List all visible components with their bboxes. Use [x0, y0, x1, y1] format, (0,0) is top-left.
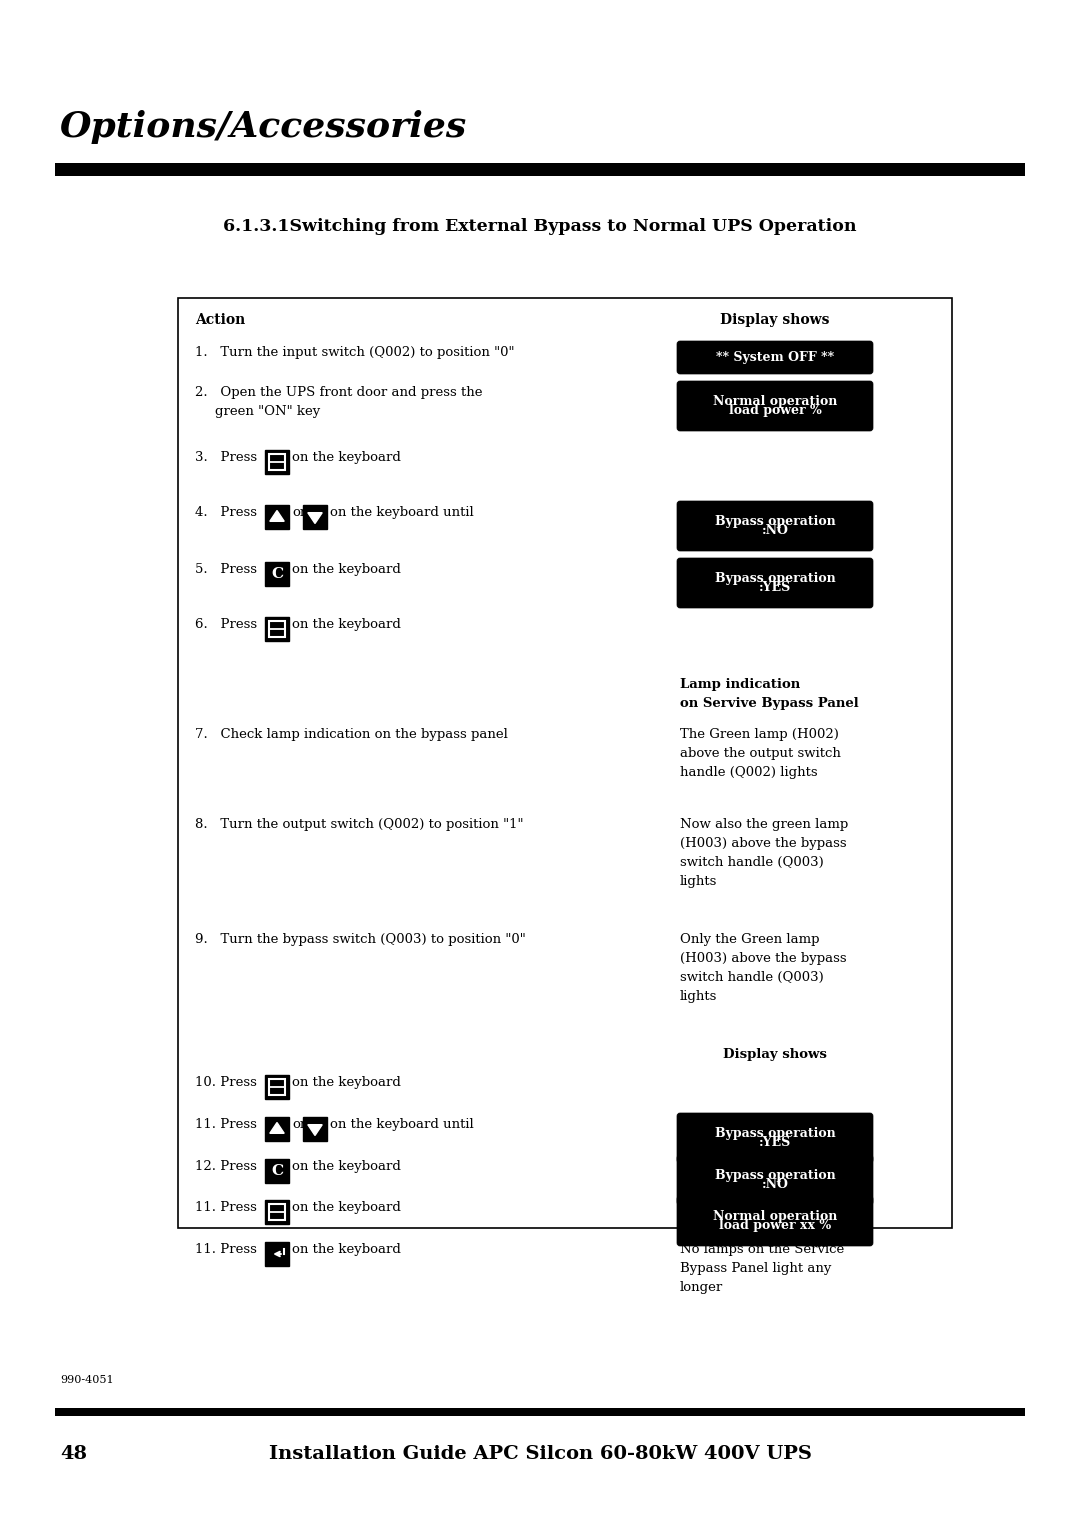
- Text: No lamps on the Service: No lamps on the Service: [680, 1242, 845, 1256]
- Text: 8.   Turn the output switch (Q002) to position "1": 8. Turn the output switch (Q002) to posi…: [195, 817, 524, 831]
- FancyBboxPatch shape: [677, 1112, 873, 1163]
- Polygon shape: [308, 1125, 322, 1135]
- Polygon shape: [270, 1123, 284, 1134]
- Text: Lamp indication: Lamp indication: [680, 678, 800, 691]
- Text: 11. Press: 11. Press: [195, 1242, 257, 1256]
- Text: 7.   Check lamp indication on the bypass panel: 7. Check lamp indication on the bypass p…: [195, 727, 508, 741]
- FancyBboxPatch shape: [677, 1155, 873, 1206]
- Text: Bypass operation: Bypass operation: [715, 515, 835, 527]
- Text: 11. Press: 11. Press: [195, 1201, 257, 1215]
- Text: Installation Guide APC Silcon 60-80kW 400V UPS: Installation Guide APC Silcon 60-80kW 40…: [269, 1445, 811, 1462]
- Text: Now also the green lamp: Now also the green lamp: [680, 817, 848, 831]
- Polygon shape: [308, 513, 322, 524]
- Bar: [269, 1079, 285, 1094]
- Text: or: or: [292, 506, 307, 520]
- Text: on the keyboard: on the keyboard: [292, 1076, 401, 1089]
- Bar: [55, 1407, 1025, 1416]
- Text: on the keyboard: on the keyboard: [292, 451, 401, 465]
- Text: 6.   Press: 6. Press: [195, 617, 257, 631]
- Text: Bypass operation: Bypass operation: [715, 1126, 835, 1140]
- Text: 48: 48: [60, 1445, 87, 1462]
- Text: on the keyboard until: on the keyboard until: [330, 1118, 474, 1131]
- Text: handle (Q002) lights: handle (Q002) lights: [680, 766, 818, 779]
- Text: on Servive Bypass Panel: on Servive Bypass Panel: [680, 697, 859, 711]
- Text: Only the Green lamp: Only the Green lamp: [680, 934, 820, 946]
- Text: 10. Press: 10. Press: [195, 1076, 257, 1089]
- Text: Action: Action: [195, 313, 245, 327]
- FancyBboxPatch shape: [677, 380, 873, 431]
- Text: Normal operation: Normal operation: [713, 1210, 837, 1222]
- Text: longer: longer: [680, 1280, 724, 1294]
- Text: switch handle (Q003): switch handle (Q003): [680, 970, 824, 984]
- Bar: [265, 1199, 289, 1224]
- Text: green "ON" key: green "ON" key: [215, 405, 321, 419]
- Bar: [265, 451, 289, 474]
- Bar: [265, 1160, 289, 1183]
- Bar: [269, 1204, 285, 1219]
- Bar: [265, 1117, 289, 1141]
- Text: lights: lights: [680, 876, 717, 888]
- Text: :NO: :NO: [761, 524, 788, 538]
- Polygon shape: [270, 510, 284, 521]
- Text: 5.   Press: 5. Press: [195, 562, 257, 576]
- FancyBboxPatch shape: [677, 558, 873, 608]
- Bar: [55, 163, 1025, 176]
- FancyBboxPatch shape: [677, 1196, 873, 1245]
- Bar: [265, 617, 289, 642]
- Bar: [265, 504, 289, 529]
- Text: Normal operation: Normal operation: [713, 394, 837, 408]
- Text: :YES: :YES: [759, 581, 792, 594]
- Text: Bypass Panel light any: Bypass Panel light any: [680, 1262, 832, 1274]
- Text: C: C: [271, 1164, 283, 1178]
- Text: above the output switch: above the output switch: [680, 747, 841, 759]
- Bar: [265, 562, 289, 587]
- Bar: [303, 1117, 327, 1141]
- Text: on the keyboard: on the keyboard: [292, 617, 401, 631]
- Bar: [265, 1242, 289, 1267]
- Text: (H003) above the bypass: (H003) above the bypass: [680, 837, 847, 850]
- Text: C: C: [271, 567, 283, 581]
- FancyBboxPatch shape: [677, 341, 873, 374]
- Bar: [303, 504, 327, 529]
- Text: 1.   Turn the input switch (Q002) to position "0": 1. Turn the input switch (Q002) to posit…: [195, 345, 514, 359]
- Text: 9.   Turn the bypass switch (Q003) to position "0": 9. Turn the bypass switch (Q003) to posi…: [195, 934, 526, 946]
- FancyBboxPatch shape: [677, 501, 873, 552]
- Text: or: or: [292, 1118, 307, 1131]
- Text: :YES: :YES: [759, 1137, 792, 1149]
- Text: 990-4051: 990-4051: [60, 1375, 113, 1384]
- Text: on the keyboard until: on the keyboard until: [330, 506, 474, 520]
- Text: on the keyboard: on the keyboard: [292, 1242, 401, 1256]
- Bar: [269, 622, 285, 637]
- Text: load power %: load power %: [729, 405, 822, 417]
- Bar: [269, 454, 285, 469]
- Text: on the keyboard: on the keyboard: [292, 562, 401, 576]
- Text: 12. Press: 12. Press: [195, 1160, 257, 1174]
- Text: 4.   Press: 4. Press: [195, 506, 257, 520]
- Text: Bypass operation: Bypass operation: [715, 571, 835, 585]
- Bar: [265, 1076, 289, 1099]
- Text: switch handle (Q003): switch handle (Q003): [680, 856, 824, 869]
- Text: Bypass operation: Bypass operation: [715, 1169, 835, 1181]
- Text: The Green lamp (H002): The Green lamp (H002): [680, 727, 839, 741]
- Text: 2.   Open the UPS front door and press the: 2. Open the UPS front door and press the: [195, 387, 483, 399]
- Bar: [178, 298, 951, 1229]
- Text: Options/Accessories: Options/Accessories: [60, 110, 468, 144]
- Text: 6.1.3.1Switching from External Bypass to Normal UPS Operation: 6.1.3.1Switching from External Bypass to…: [224, 219, 856, 235]
- Text: Display shows: Display shows: [720, 313, 829, 327]
- Text: 3.   Press: 3. Press: [195, 451, 257, 465]
- Text: on the keyboard: on the keyboard: [292, 1201, 401, 1215]
- Text: on the keyboard: on the keyboard: [292, 1160, 401, 1174]
- Text: (H003) above the bypass: (H003) above the bypass: [680, 952, 847, 966]
- Text: load power xx %: load power xx %: [719, 1219, 832, 1232]
- Text: 11. Press: 11. Press: [195, 1118, 257, 1131]
- Text: lights: lights: [680, 990, 717, 1002]
- Text: ** System OFF **: ** System OFF **: [716, 351, 834, 364]
- Text: :NO: :NO: [761, 1178, 788, 1192]
- Text: Display shows: Display shows: [724, 1048, 827, 1060]
